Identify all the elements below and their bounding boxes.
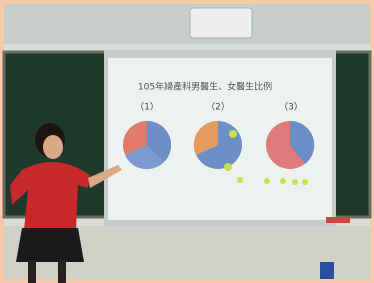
pie-3	[266, 121, 314, 169]
sign	[326, 217, 350, 223]
pie-label: （1）	[135, 102, 159, 113]
right-board	[334, 52, 370, 217]
pie-1	[123, 121, 171, 169]
page: 105年婦產科男醫生、女醫生比例 （1） （2） （3） (() => { co…	[0, 0, 374, 283]
slide-title: 105年婦產科男醫生、女醫生比例	[138, 81, 272, 93]
projector	[190, 8, 252, 38]
photo: 105年婦產科男醫生、女醫生比例 （1） （2） （3）	[0, 0, 374, 283]
pie-label: （3）	[279, 102, 303, 113]
bottle	[320, 262, 334, 279]
pie-label: （2）	[206, 102, 230, 113]
ceiling	[4, 4, 370, 44]
